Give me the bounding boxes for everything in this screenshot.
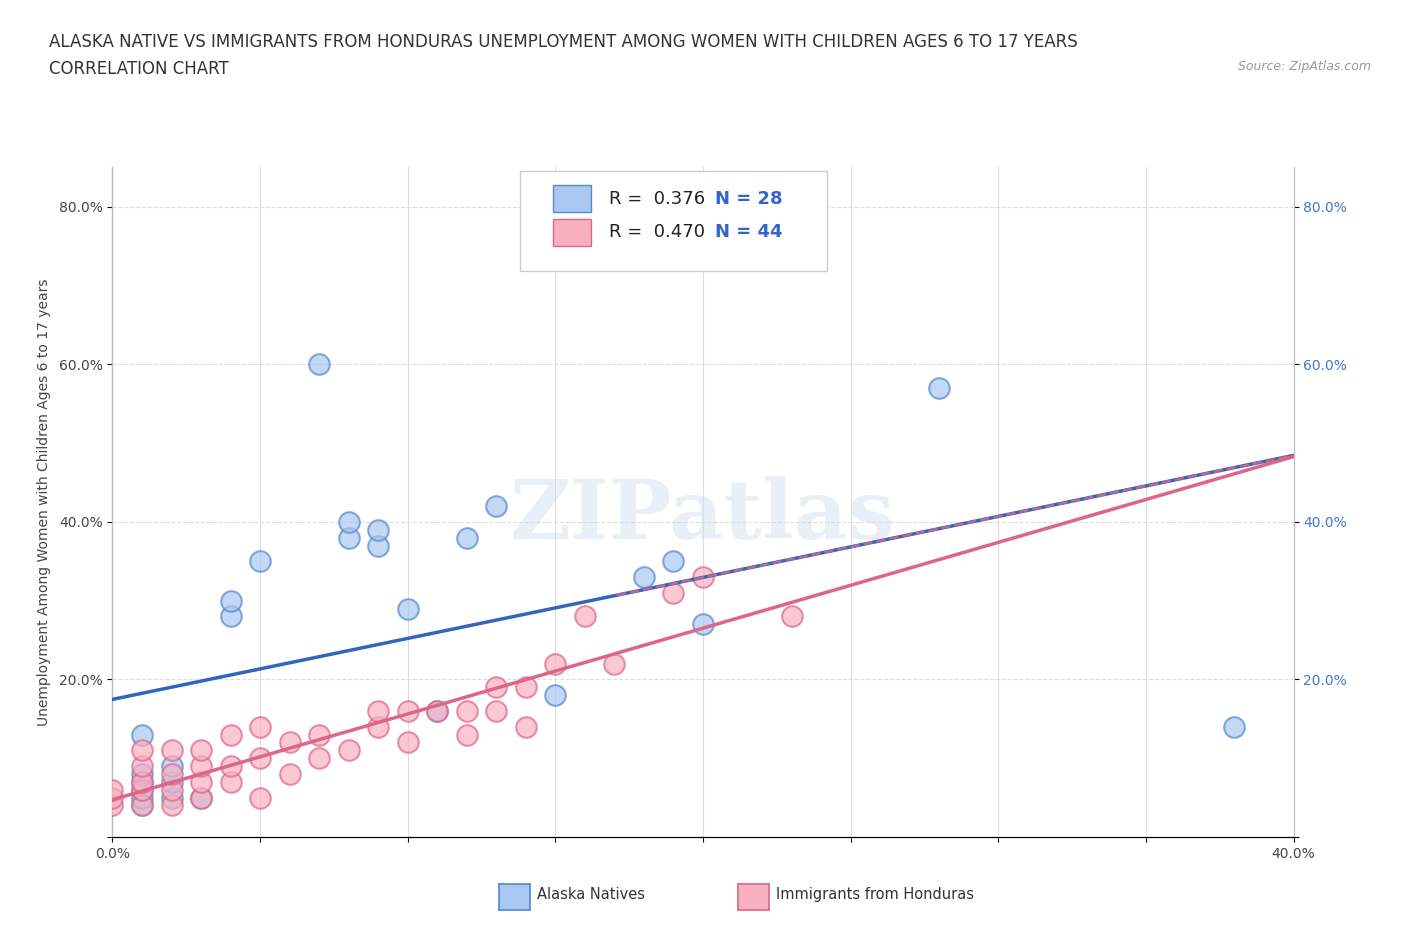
- Point: [278, 735, 301, 750]
- Point: [426, 703, 449, 718]
- Text: N = 28: N = 28: [714, 190, 782, 208]
- Point: [249, 790, 271, 805]
- Point: [426, 703, 449, 718]
- Point: [131, 798, 153, 813]
- Point: [249, 719, 271, 734]
- Point: [160, 759, 183, 774]
- Point: [633, 569, 655, 584]
- Point: [544, 688, 567, 703]
- Point: [160, 766, 183, 781]
- Text: Immigrants from Honduras: Immigrants from Honduras: [776, 887, 974, 902]
- Point: [692, 617, 714, 631]
- Point: [131, 782, 153, 797]
- Point: [101, 790, 124, 805]
- Point: [456, 727, 478, 742]
- Point: [928, 380, 950, 395]
- Point: [190, 759, 212, 774]
- Text: Alaska Natives: Alaska Natives: [537, 887, 645, 902]
- Point: [396, 703, 419, 718]
- Point: [278, 766, 301, 781]
- Point: [603, 657, 626, 671]
- Point: [485, 498, 508, 513]
- Point: [219, 775, 242, 790]
- Point: [190, 790, 212, 805]
- Point: [485, 703, 508, 718]
- Point: [101, 782, 124, 797]
- Point: [337, 514, 360, 529]
- Point: [485, 680, 508, 695]
- Point: [662, 585, 685, 600]
- Point: [160, 782, 183, 797]
- Point: [131, 790, 153, 805]
- Point: [131, 727, 153, 742]
- Point: [692, 569, 714, 584]
- Point: [219, 727, 242, 742]
- Point: [515, 719, 537, 734]
- Point: [190, 743, 212, 758]
- Point: [131, 766, 153, 781]
- Point: [131, 782, 153, 797]
- Point: [160, 790, 183, 805]
- Point: [160, 743, 183, 758]
- Text: N = 44: N = 44: [714, 223, 782, 242]
- Text: ZIPatlas: ZIPatlas: [510, 475, 896, 555]
- Point: [780, 609, 803, 624]
- Text: ALASKA NATIVE VS IMMIGRANTS FROM HONDURAS UNEMPLOYMENT AMONG WOMEN WITH CHILDREN: ALASKA NATIVE VS IMMIGRANTS FROM HONDURA…: [49, 33, 1078, 50]
- Point: [249, 554, 271, 569]
- Point: [308, 751, 330, 765]
- Bar: [553, 185, 591, 212]
- Point: [367, 538, 389, 553]
- Point: [131, 759, 153, 774]
- Point: [160, 798, 183, 813]
- Point: [131, 798, 153, 813]
- Text: R =  0.470: R = 0.470: [609, 223, 704, 242]
- Point: [131, 743, 153, 758]
- Point: [396, 735, 419, 750]
- Text: R =  0.376: R = 0.376: [609, 190, 704, 208]
- Point: [337, 530, 360, 545]
- Point: [1223, 719, 1246, 734]
- Text: Source: ZipAtlas.com: Source: ZipAtlas.com: [1237, 60, 1371, 73]
- Bar: [553, 219, 591, 246]
- Point: [456, 703, 478, 718]
- Point: [367, 523, 389, 538]
- Point: [190, 775, 212, 790]
- Point: [190, 790, 212, 805]
- Point: [131, 775, 153, 790]
- Point: [662, 554, 685, 569]
- Point: [367, 719, 389, 734]
- Y-axis label: Unemployment Among Women with Children Ages 6 to 17 years: Unemployment Among Women with Children A…: [37, 278, 51, 726]
- Text: CORRELATION CHART: CORRELATION CHART: [49, 60, 229, 78]
- Point: [308, 357, 330, 372]
- Point: [337, 743, 360, 758]
- Point: [574, 609, 596, 624]
- Point: [308, 727, 330, 742]
- Point: [101, 798, 124, 813]
- Point: [396, 601, 419, 616]
- Point: [219, 593, 242, 608]
- Point: [544, 657, 567, 671]
- Point: [515, 680, 537, 695]
- FancyBboxPatch shape: [520, 171, 827, 272]
- Point: [367, 703, 389, 718]
- Point: [249, 751, 271, 765]
- Point: [456, 530, 478, 545]
- Point: [219, 609, 242, 624]
- Point: [219, 759, 242, 774]
- Point: [160, 775, 183, 790]
- Point: [131, 775, 153, 790]
